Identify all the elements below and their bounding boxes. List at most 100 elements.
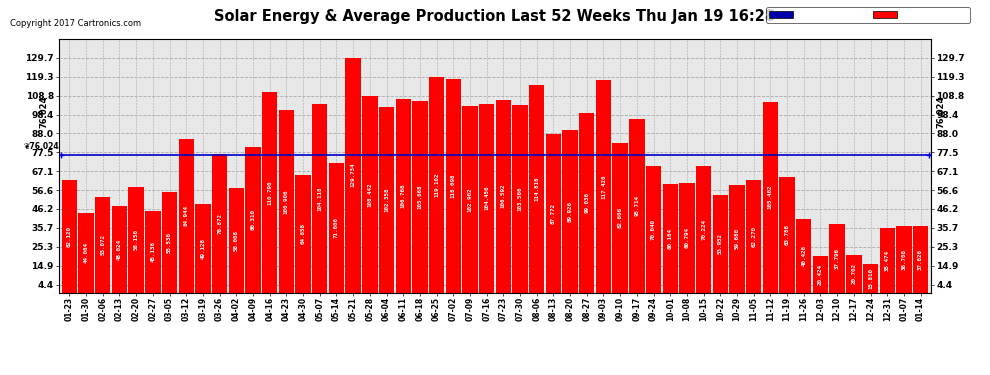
Text: 106.766: 106.766 (401, 184, 406, 208)
Bar (379, 107, 394, 292)
Bar (195, 204, 211, 292)
Text: 64.858: 64.858 (301, 224, 306, 245)
Text: 59.680: 59.680 (735, 228, 740, 249)
Text: 87.772: 87.772 (550, 202, 556, 223)
Bar (679, 183, 695, 292)
Text: 99.036: 99.036 (584, 192, 589, 213)
Bar (61, 180, 77, 292)
Text: 95.714: 95.714 (635, 195, 640, 216)
Bar (78, 213, 94, 292)
Bar (178, 139, 194, 292)
Bar (579, 114, 594, 292)
Text: 76.872: 76.872 (217, 213, 222, 234)
Text: 63.788: 63.788 (784, 224, 790, 245)
Text: 45.136: 45.136 (150, 241, 155, 262)
Bar (129, 188, 144, 292)
Bar (645, 166, 661, 292)
Text: 105.668: 105.668 (418, 185, 423, 209)
Bar (513, 105, 528, 292)
Text: 40.426: 40.426 (801, 246, 806, 267)
Bar (913, 225, 929, 292)
Bar (95, 196, 111, 292)
Bar (529, 85, 545, 292)
Bar (779, 177, 795, 292)
Bar (746, 180, 761, 292)
Bar (429, 77, 445, 292)
Bar (462, 106, 477, 292)
Text: 84.944: 84.944 (184, 205, 189, 226)
Bar (562, 130, 578, 292)
Bar (630, 120, 644, 292)
Text: 37.796: 37.796 (835, 248, 840, 269)
Text: 102.902: 102.902 (467, 187, 472, 212)
Bar (846, 255, 861, 292)
Text: 70.040: 70.040 (651, 219, 656, 240)
Text: 20.702: 20.702 (851, 263, 856, 284)
Bar (162, 192, 177, 292)
Text: 53.072: 53.072 (100, 234, 105, 255)
Text: 80.310: 80.310 (250, 209, 255, 230)
Text: 104.456: 104.456 (484, 186, 489, 210)
Text: Copyright 2017 Cartronics.com: Copyright 2017 Cartronics.com (10, 19, 141, 28)
Text: 60.164: 60.164 (667, 228, 673, 249)
Text: 119.102: 119.102 (434, 172, 440, 197)
Bar (362, 96, 377, 292)
Legend: Average (kWh), Weekly (kWh): Average (kWh), Weekly (kWh) (765, 7, 970, 22)
Bar (212, 153, 228, 292)
Text: 118.098: 118.098 (450, 174, 455, 198)
Bar (112, 206, 127, 292)
Text: 60.794: 60.794 (684, 227, 689, 248)
Text: 58.008: 58.008 (234, 230, 239, 251)
Bar (879, 228, 895, 292)
Bar (295, 175, 311, 292)
Text: 110.790: 110.790 (267, 180, 272, 205)
Text: 70.224: 70.224 (701, 219, 706, 240)
Bar (246, 147, 260, 292)
Text: 89.926: 89.926 (567, 201, 572, 222)
Text: 76.024: 76.024 (40, 96, 49, 128)
Text: 44.064: 44.064 (83, 242, 88, 263)
Bar (830, 224, 844, 292)
Text: 82.606: 82.606 (618, 207, 623, 228)
Text: 49.128: 49.128 (200, 238, 206, 259)
Bar (662, 184, 678, 292)
Bar (312, 104, 328, 292)
Bar (412, 102, 428, 292)
Text: 35.474: 35.474 (885, 250, 890, 271)
Text: Solar Energy & Average Production Last 52 Weeks Thu Jan 19 16:28: Solar Energy & Average Production Last 5… (215, 9, 775, 24)
Text: 48.024: 48.024 (117, 238, 122, 260)
Text: 108.442: 108.442 (367, 182, 372, 207)
Text: 55.536: 55.536 (167, 232, 172, 253)
Bar (762, 102, 778, 292)
Text: 71.606: 71.606 (334, 217, 339, 238)
Bar (696, 165, 711, 292)
Text: 117.426: 117.426 (601, 174, 606, 199)
Bar (545, 134, 561, 292)
Bar (479, 104, 494, 292)
Bar (396, 99, 411, 292)
Text: 100.906: 100.906 (284, 189, 289, 213)
Text: ❦76.024: ❦76.024 (24, 142, 59, 152)
Bar (613, 143, 628, 292)
Text: 62.270: 62.270 (751, 226, 756, 247)
Text: 105.402: 105.402 (768, 185, 773, 210)
Text: 53.952: 53.952 (718, 233, 723, 254)
Bar (596, 80, 611, 292)
Bar (713, 195, 728, 292)
Text: 104.118: 104.118 (317, 186, 323, 211)
Text: 36.708: 36.708 (902, 249, 907, 270)
Bar (329, 163, 345, 292)
Bar (496, 100, 511, 292)
Bar (863, 264, 878, 292)
Bar (229, 188, 244, 292)
Bar (146, 211, 160, 292)
Text: 58.150: 58.150 (134, 230, 139, 251)
Bar (896, 226, 912, 292)
Bar (446, 79, 461, 292)
Text: 114.816: 114.816 (535, 177, 540, 201)
Text: 106.592: 106.592 (501, 184, 506, 209)
Text: 62.120: 62.120 (67, 226, 72, 247)
Bar (262, 92, 277, 292)
Bar (813, 256, 828, 292)
Text: 129.734: 129.734 (350, 163, 355, 188)
